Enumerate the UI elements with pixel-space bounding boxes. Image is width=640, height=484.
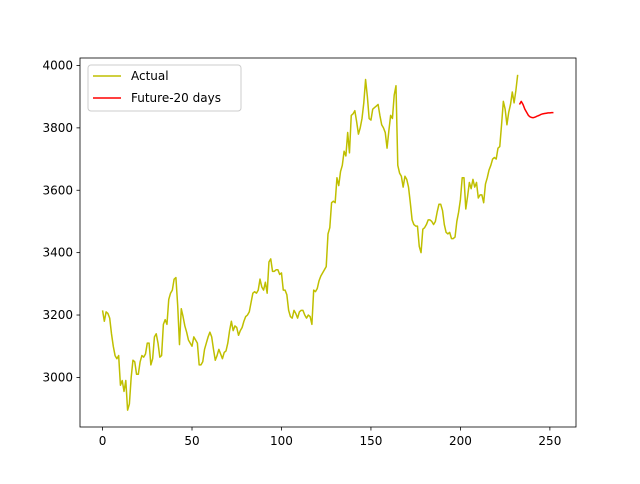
x-tick-label: 100 (270, 434, 293, 448)
legend-box (87, 64, 242, 112)
line-series (518, 100, 554, 119)
x-tick-label: 50 (184, 434, 199, 448)
y-tick-label: 3400 (42, 246, 73, 260)
x-tick-label: 250 (538, 434, 561, 448)
legend-label: Future-20 days (131, 91, 221, 105)
y-tick-label: 3800 (42, 121, 73, 135)
y-tick-label: 3200 (42, 308, 73, 322)
y-tick-label: 4000 (42, 58, 73, 72)
legend-label: Actual (131, 69, 169, 83)
x-tick-label: 200 (449, 434, 472, 448)
plot-frame (79, 57, 577, 428)
y-tick-label: 3000 (42, 370, 73, 384)
line-series (101, 74, 519, 411)
x-tick-label: 0 (99, 434, 107, 448)
y-tick-label: 3600 (42, 183, 73, 197)
x-tick-label: 150 (359, 434, 382, 448)
